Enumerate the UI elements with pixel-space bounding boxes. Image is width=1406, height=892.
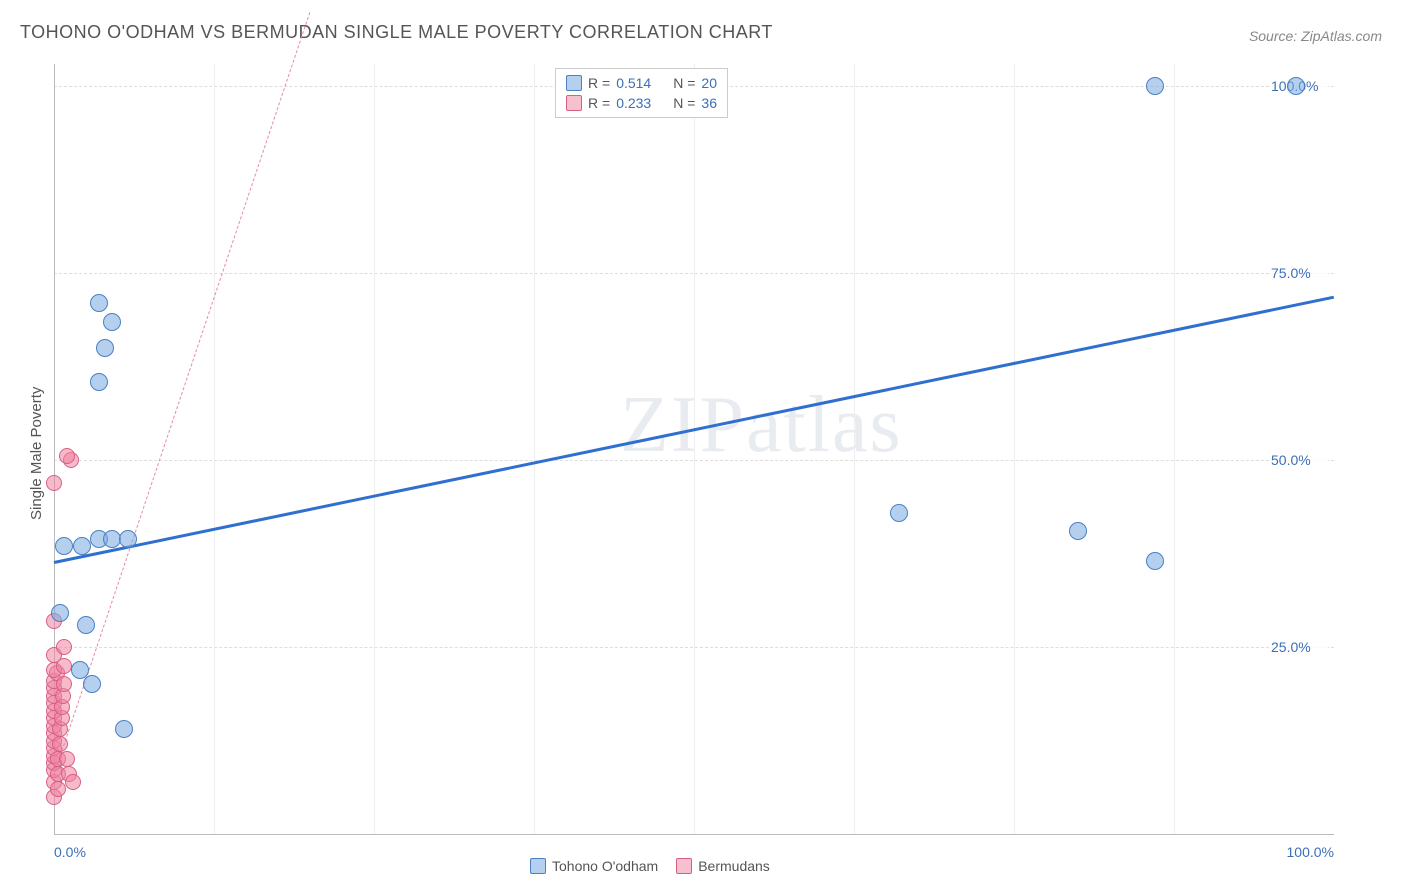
series-legend: Tohono O'odham Bermudans [530, 858, 770, 874]
gridline-v [374, 64, 375, 834]
tohono-point [96, 339, 114, 357]
tohono-point [90, 373, 108, 391]
chart-title: TOHONO O'ODHAM VS BERMUDAN SINGLE MALE P… [20, 22, 773, 43]
tohono-point [103, 530, 121, 548]
legend-item-bermudan: Bermudans [676, 858, 770, 874]
tohono-point [1146, 77, 1164, 95]
tohono-point [890, 504, 908, 522]
y-axis-label: Single Male Poverty [28, 387, 45, 520]
gridline-v [214, 64, 215, 834]
bermudan-point [52, 736, 68, 752]
x-tick-label: 0.0% [54, 844, 86, 860]
n-label: N = [673, 93, 695, 113]
plot-area: ZIPatlas 25.0%50.0%75.0%100.0%0.0%100.0% [54, 64, 1334, 834]
tohono-point [83, 675, 101, 693]
legend-row-bermudan: R = 0.233 N = 36 [566, 93, 717, 113]
x-axis-line [54, 834, 1334, 835]
y-tick-label: 75.0% [1269, 265, 1328, 281]
bermudan-point [50, 781, 66, 797]
n-value: 36 [701, 93, 717, 113]
x-tick-label: 100.0% [1287, 844, 1334, 860]
bermudan-swatch [566, 95, 582, 111]
tohono-point [119, 530, 137, 548]
tohono-point [115, 720, 133, 738]
tohono-point [77, 616, 95, 634]
source-prefix: Source: [1249, 28, 1301, 44]
tohono-swatch [530, 858, 546, 874]
gridline-v [1174, 64, 1175, 834]
tohono-point [73, 537, 91, 555]
gridline-v [854, 64, 855, 834]
bermudan-swatch [676, 858, 692, 874]
y-tick-label: 25.0% [1269, 639, 1328, 655]
legend-label: Bermudans [698, 858, 770, 874]
tohono-point [103, 313, 121, 331]
tohono-point [1069, 522, 1087, 540]
tohono-point [90, 294, 108, 312]
n-value: 20 [701, 73, 717, 93]
source-value: ZipAtlas.com [1301, 28, 1382, 44]
bermudan-point [56, 639, 72, 655]
gridline-v [694, 64, 695, 834]
tohono-swatch [566, 75, 582, 91]
y-tick-label: 50.0% [1269, 452, 1328, 468]
bermudan-point [59, 751, 75, 767]
source-label: Source: ZipAtlas.com [1249, 28, 1382, 44]
correlation-legend: R = 0.514 N = 20 R = 0.233 N = 36 [555, 68, 728, 118]
r-label: R = [588, 93, 610, 113]
legend-row-tohono: R = 0.514 N = 20 [566, 73, 717, 93]
tohono-point [1146, 552, 1164, 570]
bermudan-point [65, 774, 81, 790]
tohono-point [1287, 77, 1305, 95]
n-label: N = [673, 73, 695, 93]
tohono-point [71, 661, 89, 679]
bermudan-trendline [54, 12, 311, 775]
gridline-v [534, 64, 535, 834]
r-value: 0.233 [616, 93, 651, 113]
r-value: 0.514 [616, 73, 651, 93]
legend-label: Tohono O'odham [552, 858, 658, 874]
legend-item-tohono: Tohono O'odham [530, 858, 658, 874]
r-label: R = [588, 73, 610, 93]
tohono-point [55, 537, 73, 555]
bermudan-point [56, 676, 72, 692]
gridline-v [1014, 64, 1015, 834]
tohono-point [51, 604, 69, 622]
bermudan-point [46, 475, 62, 491]
bermudan-point [59, 448, 75, 464]
